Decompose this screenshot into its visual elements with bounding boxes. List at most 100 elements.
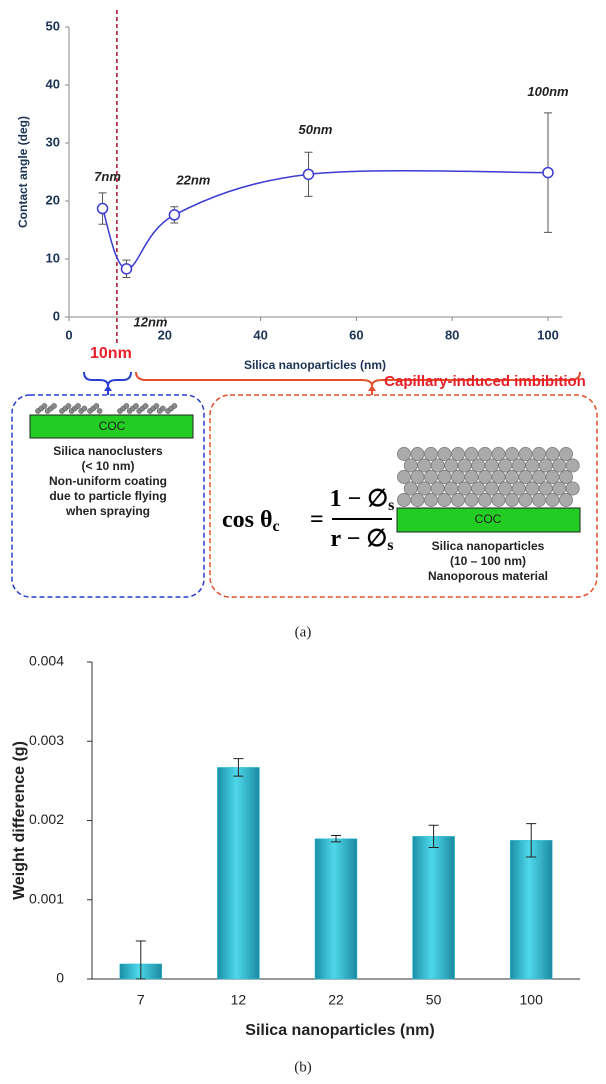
bar xyxy=(315,839,357,979)
annotation: 22nm xyxy=(175,172,210,187)
particle xyxy=(526,459,539,472)
particle xyxy=(451,447,464,460)
arrow-head xyxy=(368,385,376,391)
particle xyxy=(505,470,518,483)
x-tick-label: 20 xyxy=(158,327,172,342)
bar xyxy=(510,840,552,979)
particle xyxy=(532,493,545,506)
particle xyxy=(424,470,437,483)
particle xyxy=(424,447,437,460)
equation-num: 1 − ∅s xyxy=(330,486,395,514)
particle xyxy=(512,459,525,472)
particle xyxy=(451,493,464,506)
particle xyxy=(566,459,579,472)
particle xyxy=(124,403,129,408)
marker xyxy=(543,168,553,178)
particle xyxy=(431,459,444,472)
particle xyxy=(51,403,56,408)
x-tick-label: 50 xyxy=(426,992,442,1008)
particle xyxy=(465,470,478,483)
particle xyxy=(445,459,458,472)
particle xyxy=(553,459,566,472)
equation-den: r − ∅s xyxy=(330,526,393,554)
y-tick-label: 50 xyxy=(46,18,60,33)
x-tick-label: 60 xyxy=(349,327,363,342)
panel-label: (b) xyxy=(294,1059,312,1075)
particle xyxy=(66,403,71,408)
y-tick-label: 20 xyxy=(46,192,60,207)
particle xyxy=(478,493,491,506)
annotation: 50nm xyxy=(299,122,333,137)
marker xyxy=(304,169,314,179)
particle xyxy=(492,470,505,483)
x-tick-label: 40 xyxy=(253,327,267,342)
particle xyxy=(438,470,451,483)
particle xyxy=(397,470,410,483)
y-tick-label: 0 xyxy=(53,308,60,323)
particle xyxy=(553,482,566,495)
particle xyxy=(559,470,572,483)
x-axis-title: Silica nanoparticles (nm) xyxy=(244,358,386,372)
substrate-label: COC xyxy=(99,419,126,433)
x-tick-label: 100 xyxy=(537,327,559,342)
annotation: 100nm xyxy=(527,84,569,99)
particle xyxy=(404,459,417,472)
particle xyxy=(505,447,518,460)
particle xyxy=(411,447,424,460)
particle xyxy=(499,482,512,495)
particle xyxy=(404,482,417,495)
eq-sub: c xyxy=(273,518,280,535)
particle xyxy=(539,459,552,472)
y-axis-title: Weight difference (g) xyxy=(11,741,28,900)
x-tick-label: 100 xyxy=(520,992,544,1008)
eq-part: cos θ xyxy=(222,507,273,533)
particle xyxy=(458,459,471,472)
x-axis-title: Silica nanoparticles (nm) xyxy=(245,1022,434,1039)
bar xyxy=(217,767,259,979)
y-tick-label: 0.002 xyxy=(29,811,64,827)
particle xyxy=(143,403,148,408)
y-tick-label: 30 xyxy=(46,134,60,149)
particle xyxy=(492,493,505,506)
x-tick-label: 80 xyxy=(445,327,459,342)
annotation: 12nm xyxy=(133,314,167,329)
equation-eq: = xyxy=(310,507,324,533)
particle xyxy=(559,493,572,506)
y-axis-title: Contact angle (deg) xyxy=(16,116,30,228)
particle xyxy=(499,459,512,472)
particle xyxy=(546,470,559,483)
particle xyxy=(465,447,478,460)
particle xyxy=(478,447,491,460)
particle xyxy=(519,470,532,483)
particle xyxy=(519,493,532,506)
particle xyxy=(424,493,437,506)
marker xyxy=(98,204,108,214)
x-tick-label: 0 xyxy=(65,327,72,342)
particle xyxy=(532,470,545,483)
right-text: Nanoporous material xyxy=(428,569,548,583)
particle xyxy=(438,447,451,460)
substrate-label: COC xyxy=(475,512,502,526)
particle xyxy=(411,493,424,506)
right-text: Silica nanoparticles xyxy=(432,539,545,553)
panel-label: (a) xyxy=(295,624,312,640)
bar xyxy=(413,836,455,979)
brace xyxy=(84,372,131,386)
particle xyxy=(505,493,518,506)
x-tick-label: 12 xyxy=(231,992,247,1008)
left-text: Silica nanoclusters xyxy=(53,444,163,458)
particle xyxy=(539,482,552,495)
particle xyxy=(465,493,478,506)
y-tick-label: 0 xyxy=(56,970,64,986)
particle xyxy=(411,470,424,483)
particle xyxy=(546,493,559,506)
particle xyxy=(133,403,138,408)
curve xyxy=(103,171,548,269)
x-tick-label: 22 xyxy=(328,992,344,1008)
particle xyxy=(485,459,498,472)
page: Capillary-induced imbibition COC COC cos… xyxy=(0,0,606,1084)
threshold-label: 10nm xyxy=(90,345,132,362)
particle xyxy=(519,447,532,460)
y-tick-label: 0.001 xyxy=(29,890,64,906)
particle xyxy=(546,447,559,460)
